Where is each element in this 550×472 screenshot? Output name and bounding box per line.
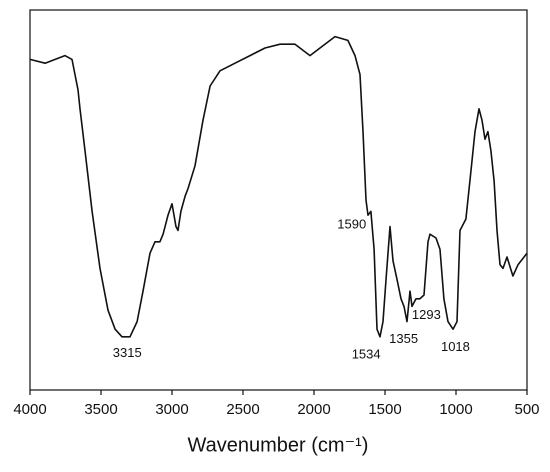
peak-label: 1534: [352, 347, 381, 362]
x-tick-label: 1000: [439, 401, 472, 418]
x-tick-label: 3500: [84, 401, 117, 418]
x-tick-label: 500: [514, 401, 539, 418]
peak-label: 1590: [337, 216, 366, 231]
x-tick-label: 3000: [155, 401, 188, 418]
x-axis-label: Wavenumber (cm⁻¹): [188, 434, 369, 456]
x-tick-label: 4000: [13, 401, 46, 418]
x-tick-label: 1500: [368, 401, 401, 418]
peak-label: 1293: [412, 307, 441, 322]
peak-label: 1355: [389, 331, 418, 346]
spectrum-line: [29, 35, 528, 338]
peak-label: 1018: [441, 339, 470, 354]
peak-label: 3315: [113, 345, 142, 360]
plot-frame: [29, 9, 528, 391]
x-tick-label: 2500: [226, 401, 259, 418]
x-tick-label: 2000: [297, 401, 330, 418]
